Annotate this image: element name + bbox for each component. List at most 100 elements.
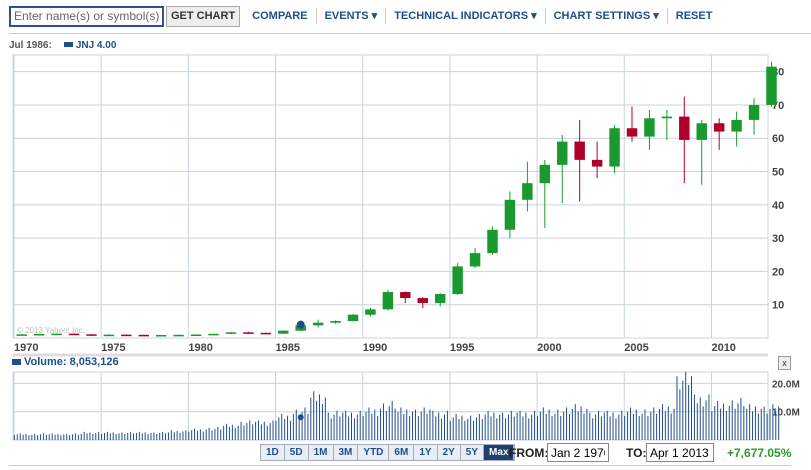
range-5d[interactable]: 5D	[284, 445, 309, 460]
volume-tick-label: 10.0M	[772, 408, 800, 419]
volume-marker	[297, 414, 304, 421]
candle	[487, 229, 498, 254]
get-chart-button[interactable]: GET CHART	[166, 5, 241, 27]
y-tick-label: 40	[772, 200, 784, 212]
candle	[260, 332, 272, 335]
range-max[interactable]: Max	[484, 445, 515, 460]
x-tick-label: 1985	[276, 342, 300, 354]
percent-change: +7,677.05%	[727, 446, 792, 460]
range-1d[interactable]: 1D	[261, 445, 285, 460]
y-tick-label: 50	[772, 167, 784, 179]
candle	[417, 298, 428, 304]
candle	[766, 66, 777, 105]
toolbar: GET CHART COMPARE EVENTS ▾ TECHNICAL IND…	[9, 5, 720, 27]
range-3m[interactable]: 3M	[333, 445, 359, 460]
range-2y[interactable]: 2Y	[437, 445, 461, 460]
y-tick-label: 30	[772, 233, 784, 245]
y-tick-label: 60	[772, 133, 784, 145]
candle	[748, 104, 760, 120]
candle	[539, 164, 551, 184]
watermark: © 2013 Yahoo! Inc.	[17, 326, 85, 335]
candle	[103, 334, 115, 337]
candle	[469, 253, 481, 267]
close-volume-button[interactable]: x	[778, 356, 791, 370]
range-5y[interactable]: 5Y	[460, 445, 485, 460]
candle	[173, 334, 184, 337]
candle	[574, 141, 585, 160]
candle	[557, 141, 568, 165]
candle	[33, 334, 45, 336]
volume-area	[12, 371, 769, 441]
legend-date: Jul 1986:	[9, 40, 52, 51]
x-tick-label: 1970	[14, 342, 38, 354]
volume-tick-label: 20.0M	[772, 379, 800, 390]
x-tick-label: 2010	[711, 342, 735, 354]
from-label: FROM:	[509, 446, 549, 460]
volume-swatch	[12, 359, 21, 365]
candle	[731, 119, 742, 132]
compare-menu[interactable]: COMPARE	[244, 8, 317, 24]
candle	[591, 159, 603, 167]
candle	[278, 330, 289, 334]
technical-indicators-menu[interactable]: TECHNICAL INDICATORS ▾	[386, 8, 546, 24]
candle	[644, 118, 655, 137]
candle	[312, 322, 324, 326]
range-selector: 1D 5D 1M 3M YTD 6M 1Y 2Y 5Y Max	[260, 444, 516, 461]
candle	[609, 128, 620, 167]
x-tick-label: 1990	[363, 342, 387, 354]
candle	[626, 128, 638, 137]
candle	[225, 332, 237, 334]
candle	[138, 334, 150, 337]
candle	[713, 123, 725, 132]
candle	[504, 199, 516, 230]
x-tick-label: 2005	[624, 342, 648, 354]
candle	[155, 335, 167, 337]
events-menu[interactable]: EVENTS ▾	[317, 8, 387, 24]
x-tick-label: 1995	[450, 342, 474, 354]
candle	[365, 309, 376, 315]
candle	[400, 292, 411, 299]
candle	[696, 123, 707, 140]
candle	[382, 292, 394, 310]
candle	[16, 334, 27, 336]
candle	[452, 266, 463, 295]
candle	[243, 332, 254, 334]
y-tick-label: 10	[772, 300, 784, 312]
plot-area	[12, 54, 769, 339]
to-label: TO:	[626, 446, 647, 460]
candle	[679, 116, 690, 140]
candle	[68, 333, 80, 336]
range-6m[interactable]: 6M	[389, 445, 415, 460]
volume-legend: Volume: 8,053,126	[12, 356, 119, 368]
candle	[86, 334, 97, 336]
hover-marker	[296, 320, 305, 329]
range-1m[interactable]: 1M	[308, 445, 334, 460]
candle	[347, 314, 359, 322]
legend-value: JNJ 4.00	[75, 40, 117, 51]
series-swatch	[63, 42, 73, 47]
range-1y[interactable]: 1Y	[414, 445, 438, 460]
volume-label: Volume: 8,053,126	[24, 356, 119, 368]
reset-button[interactable]: RESET	[675, 10, 713, 22]
to-date-input[interactable]	[646, 443, 714, 462]
candle	[434, 294, 446, 304]
divider	[9, 465, 791, 466]
candle	[661, 116, 673, 119]
range-ytd[interactable]: YTD	[358, 445, 390, 460]
symbol-search-input[interactable]	[9, 5, 164, 27]
candle	[522, 183, 533, 200]
divider	[9, 33, 811, 34]
candle	[208, 333, 219, 336]
chart-settings-menu[interactable]: CHART SETTINGS ▾	[546, 8, 668, 24]
price-legend: Jul 1986: JNJ 4.00	[9, 40, 116, 51]
candle	[190, 334, 202, 337]
candle	[121, 334, 132, 337]
candle	[330, 321, 341, 323]
candle	[51, 333, 62, 336]
x-tick-label: 1980	[188, 342, 212, 354]
x-tick-label: 1975	[101, 342, 125, 354]
y-tick-label: 20	[772, 266, 784, 278]
x-tick-label: 2000	[537, 342, 561, 354]
from-date-input[interactable]	[547, 443, 609, 462]
